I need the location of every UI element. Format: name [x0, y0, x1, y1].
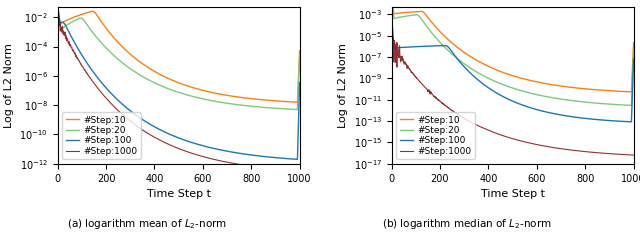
#Step:1000 [54, 20, 61, 23]
#Step:20 [585, 101, 593, 104]
#Step:10 [437, 31, 445, 34]
#Step:100 [68, 37, 76, 40]
#Step:100 [585, 117, 593, 120]
#Step:100 [103, 87, 111, 90]
#Step:20 [296, 53, 303, 56]
#Step:10 [296, 49, 303, 52]
#Step:10 [628, 91, 636, 93]
#Step:100 [628, 121, 636, 123]
#Step:10 [68, 16, 76, 19]
X-axis label: Time Step t: Time Step t [481, 189, 545, 199]
#Step:1000 [389, 37, 397, 39]
Line: #Step:10: #Step:10 [392, 0, 634, 92]
Text: (a) logarithm mean of $L_2$-norm: (a) logarithm mean of $L_2$-norm [67, 217, 227, 231]
#Step:20 [602, 102, 609, 105]
#Step:100 [294, 158, 301, 161]
#Step:1000 [243, 164, 250, 167]
#Step:1000 [602, 152, 610, 155]
#Step:1000 [437, 101, 445, 103]
Line: #Step:1000: #Step:1000 [392, 38, 634, 155]
#Step:1000 [54, 15, 62, 18]
#Step:100 [54, 4, 61, 7]
#Step:10 [252, 98, 259, 100]
#Step:100 [618, 120, 625, 123]
#Step:1000 [103, 98, 111, 101]
#Step:100 [437, 44, 445, 47]
Line: #Step:20: #Step:20 [392, 1, 634, 105]
#Step:10 [294, 101, 301, 104]
#Step:20 [628, 104, 636, 107]
Legend: #Step:10, #Step:20, #Step:100, #Step:1000: #Step:10, #Step:20, #Step:100, #Step:100… [62, 112, 141, 159]
#Step:10 [602, 89, 609, 92]
#Step:20 [54, 9, 61, 11]
#Step:1000 [618, 153, 626, 156]
#Step:1000 [284, 169, 292, 172]
#Step:1000 [630, 154, 637, 157]
Line: #Step:1000: #Step:1000 [58, 17, 300, 171]
#Step:20 [103, 47, 111, 50]
Line: #Step:20: #Step:20 [58, 10, 300, 110]
#Step:10 [576, 87, 584, 90]
#Step:1000 [68, 49, 76, 52]
#Step:100 [296, 81, 303, 84]
#Step:10 [585, 88, 593, 91]
#Step:20 [252, 105, 259, 108]
#Step:20 [294, 108, 301, 111]
#Step:20 [388, 0, 396, 2]
#Step:20 [576, 100, 584, 103]
#Step:100 [576, 116, 584, 119]
Line: #Step:10: #Step:10 [58, 7, 300, 102]
#Step:20 [630, 49, 637, 51]
#Step:100 [268, 156, 275, 159]
Text: (b) logarithm median of $L_2$-norm: (b) logarithm median of $L_2$-norm [382, 217, 552, 231]
#Step:20 [268, 106, 275, 109]
#Step:1000 [403, 64, 410, 66]
#Step:10 [284, 100, 292, 103]
#Step:100 [403, 46, 410, 49]
#Step:1000 [586, 151, 593, 154]
#Step:1000 [388, 57, 396, 60]
#Step:100 [252, 154, 259, 157]
#Step:10 [243, 97, 250, 99]
#Step:100 [388, 14, 396, 17]
Y-axis label: Log of L2 Norm: Log of L2 Norm [4, 43, 14, 128]
#Step:20 [284, 108, 292, 110]
#Step:10 [268, 99, 275, 102]
#Step:20 [243, 104, 250, 107]
#Step:1000 [296, 169, 303, 172]
#Step:100 [284, 157, 292, 160]
#Step:20 [437, 42, 445, 44]
#Step:10 [403, 11, 410, 14]
#Step:10 [618, 90, 625, 93]
#Step:100 [630, 58, 637, 61]
#Step:100 [602, 119, 609, 122]
Line: #Step:100: #Step:100 [392, 15, 634, 122]
#Step:20 [618, 103, 625, 106]
#Step:10 [630, 41, 637, 44]
#Step:1000 [252, 165, 259, 168]
#Step:1000 [577, 150, 584, 153]
#Step:20 [68, 20, 76, 23]
X-axis label: Time Step t: Time Step t [147, 189, 211, 199]
#Step:20 [403, 15, 410, 18]
Legend: #Step:10, #Step:20, #Step:100, #Step:1000: #Step:10, #Step:20, #Step:100, #Step:100… [396, 112, 475, 159]
Y-axis label: Log of L2 Norm: Log of L2 Norm [338, 43, 348, 128]
Line: #Step:100: #Step:100 [58, 5, 300, 159]
#Step:10 [54, 5, 61, 8]
#Step:1000 [268, 167, 276, 170]
#Step:10 [103, 28, 111, 30]
#Step:100 [243, 153, 250, 156]
